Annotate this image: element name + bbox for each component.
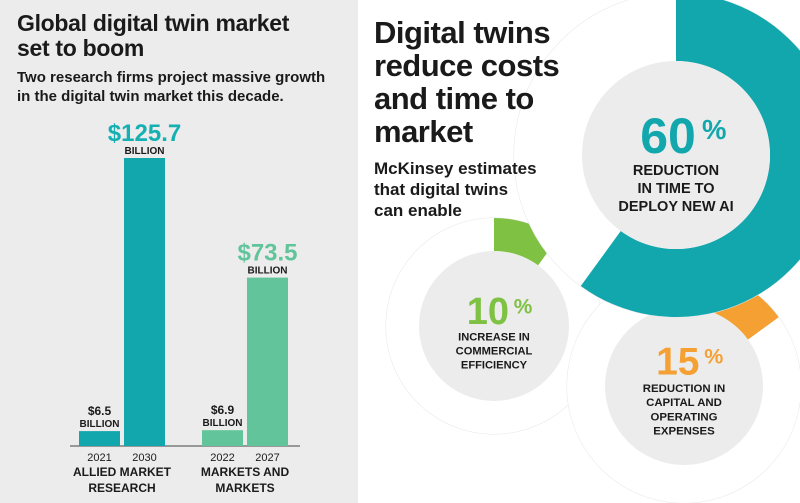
market-subtitle-line: Two research firms project massive growt…	[17, 69, 326, 86]
donut-caption: EFFICIENCY	[461, 360, 528, 372]
donut-caption: EXPENSES	[653, 426, 715, 438]
market-panel: Global digital twin market set to boom T…	[0, 0, 358, 503]
bar-unit-label: BILLION	[203, 418, 243, 429]
donut-slice	[580, 0, 800, 317]
bar	[202, 430, 243, 446]
donut-value-label: 60	[640, 108, 696, 164]
mckinsey-subtitle-line: can enable	[374, 201, 462, 220]
group-label: MARKETS AND	[201, 465, 290, 479]
donut-caption: OPERATING	[651, 411, 718, 423]
donut-center	[605, 307, 763, 465]
bar-unit-label: BILLION	[248, 266, 288, 277]
market-title-line: set to boom	[17, 35, 145, 61]
mckinsey-subtitle: McKinsey estimates that digital twins ca…	[374, 158, 537, 221]
mckinsey-panel: 10% INCREASE IN COMMERCIAL EFFICIENCY 15% RED…	[358, 0, 800, 503]
group-label: MARKETS	[215, 481, 274, 495]
mckinsey-subtitle-line: McKinsey estimates	[374, 159, 537, 178]
mckinsey-title-line: market	[374, 114, 473, 149]
donut-caption: INCREASE IN	[458, 332, 530, 344]
donut-value-label: 15	[656, 341, 699, 384]
year-tick-label: 2030	[132, 452, 156, 464]
donut-caption: REDUCTION	[633, 163, 719, 179]
mckinsey-title: Digital twins reduce costs and time to m…	[374, 15, 560, 149]
bar	[124, 158, 165, 446]
market-subtitle: Two research firms project massive growt…	[17, 68, 325, 106]
donut-caption: DEPLOY NEW AI	[618, 199, 733, 215]
bar-unit-label: BILLION	[125, 146, 165, 157]
bar-value-label: $6.5	[88, 404, 112, 418]
mckinsey-donut-chart: 10 % INCREASE IN COMMERCIAL EFFICIENCY 15 % RED…	[385, 0, 800, 503]
market-title-line: Global digital twin market	[17, 10, 290, 36]
bar-value-label: $125.7	[108, 120, 181, 147]
donut-percent-sign: %	[514, 295, 533, 318]
market-subtitle-line: in the digital twin market this decade.	[17, 88, 284, 105]
mckinsey-subtitle-line: that digital twins	[374, 180, 509, 199]
donut-value-label: 10	[467, 291, 509, 333]
mckinsey-title-line: Digital twins	[374, 15, 551, 50]
bar-value-label: $73.5	[237, 240, 297, 267]
donut-percent-sign: %	[704, 345, 723, 369]
donut-caption: IN TIME TO	[637, 181, 714, 197]
mckinsey-title-line: and time to	[374, 81, 534, 116]
year-tick-label: 2022	[210, 452, 234, 464]
mckinsey-title-line: reduce costs	[374, 48, 560, 83]
bar-value-label: $6.9	[211, 403, 235, 417]
donut-caption: CAPITAL AND	[646, 397, 722, 409]
bar	[247, 277, 288, 446]
donut-caption: COMMERCIAL	[456, 346, 533, 358]
bar	[79, 431, 120, 446]
market-title: Global digital twin market set to boom	[17, 11, 289, 61]
group-label: RESEARCH	[88, 481, 155, 495]
year-tick-label: 2027	[255, 452, 279, 464]
donut-center	[419, 251, 569, 401]
donut-caption: REDUCTION IN	[643, 383, 725, 395]
year-tick-label: 2021	[87, 452, 111, 464]
donut-percent-sign: %	[702, 114, 726, 145]
bar-unit-label: BILLION	[80, 419, 120, 430]
group-label: ALLIED MARKET	[73, 465, 172, 479]
donut-center	[582, 61, 770, 249]
